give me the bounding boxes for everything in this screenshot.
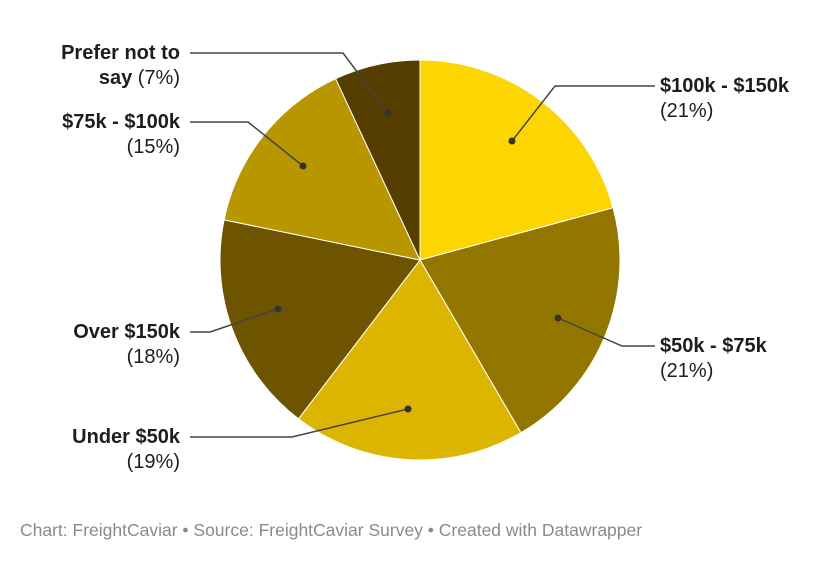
label-under-50k: Under $50k (19%)	[72, 426, 180, 473]
pie-slice-3	[219, 219, 421, 420]
pie-slice-1	[419, 207, 621, 434]
leader-dot-5	[384, 109, 392, 117]
chart-footer: Chart: FreightCaviar • Source: FreightCa…	[20, 520, 643, 540]
leader-line-1	[557, 317, 655, 347]
pie-slice-2	[297, 259, 522, 461]
leader-line-4	[190, 121, 304, 167]
leader-dot-2	[404, 405, 412, 413]
leader-line-0	[511, 85, 655, 142]
leader-dot-4	[299, 162, 307, 170]
pie-slice-0	[419, 59, 614, 261]
leader-dot-0	[508, 137, 516, 145]
leader-line-3	[190, 308, 279, 333]
label-over-150k: Over $150k (18%)	[73, 321, 180, 368]
label-75k-100k: $75k - $100k (15%)	[62, 111, 180, 158]
pie-slice-5	[334, 59, 421, 261]
pie-slice-4	[223, 78, 421, 261]
label-prefer-not-to-say: Prefer not to say (7%)	[61, 42, 180, 89]
leader-line-5	[190, 52, 389, 114]
leader-dot-3	[274, 305, 282, 313]
label-50k-75k: $50k - $75k (21%)	[660, 335, 767, 382]
label-100k-150k: $100k - $150k (21%)	[660, 75, 790, 122]
leader-line-2	[190, 408, 409, 438]
leader-dot-1	[554, 314, 562, 322]
